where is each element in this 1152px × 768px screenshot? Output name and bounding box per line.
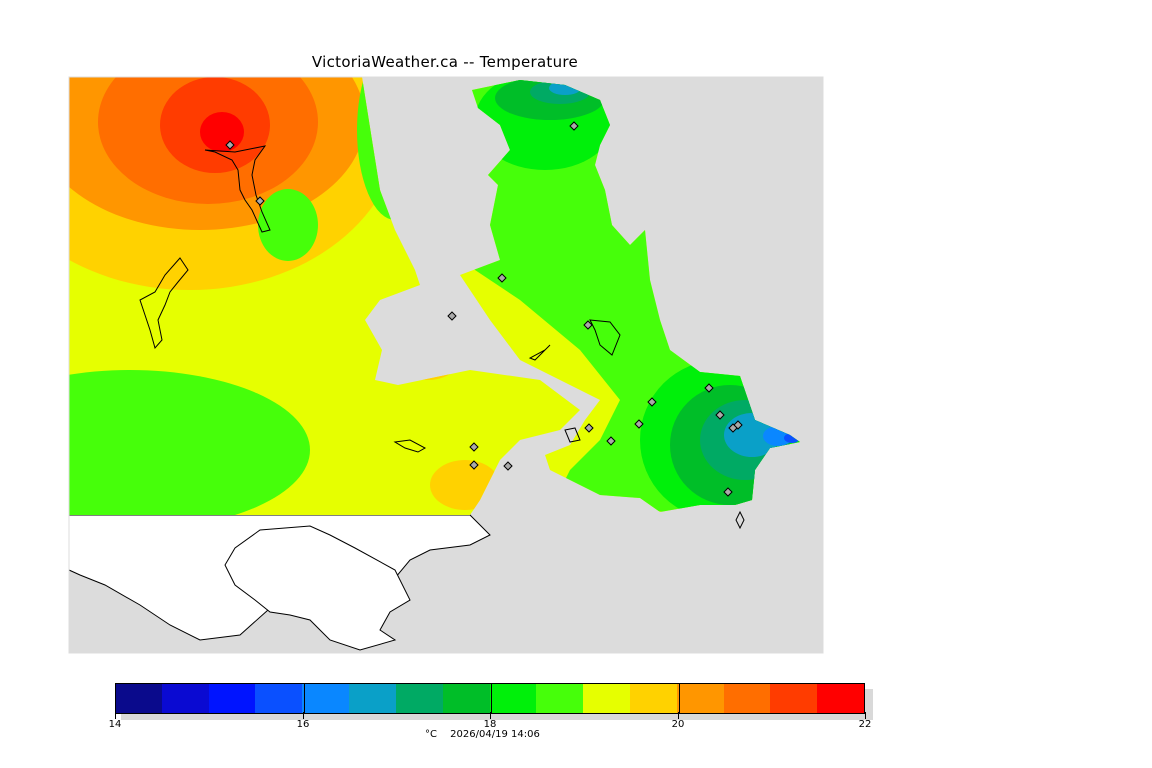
contour-18-5-c [69,370,310,515]
outside-domain-peninsula [224,525,411,651]
colorbar-swatch [349,684,396,713]
colorbar-tick [490,712,491,719]
colorbar-swatch [208,684,256,713]
temperature-map [68,76,824,654]
colorbar-divider [304,684,305,713]
colorbar-tick [865,712,866,719]
colorbar-swatch [770,684,818,713]
station-marker [647,397,657,407]
station-marker [255,196,265,206]
station-marker [469,442,479,452]
station-marker [606,436,616,446]
station-marker [728,423,738,433]
colorbar-tick [115,712,116,719]
station-marker [503,461,513,471]
colorbar-swatch [489,684,537,713]
station-marker [584,423,594,433]
colorbar-swatch [161,684,209,713]
colorbar-swatch [395,684,443,713]
station-marker [497,273,507,283]
station-marker [634,419,644,429]
colorbar-divider [679,684,680,713]
coastlines [139,145,745,530]
station-marker [469,460,479,470]
colorbar-swatch [302,684,350,713]
station-marker [723,487,733,497]
timestamp: 2026/04/19 14:06 [450,729,540,740]
station-marker [704,383,714,393]
colorbar-tick-label: 18 [483,719,497,730]
station-marker [715,410,725,420]
colorbar-swatch [536,684,584,713]
station-marker [569,121,579,131]
colorbar-tick-label: 22 [858,719,872,730]
colorbar-tick-label: 14 [108,719,122,730]
unit-label: °C [425,729,437,740]
colorbar-swatch [629,684,677,713]
colorbar-swatch [676,684,724,713]
colorbar-swatch [583,684,630,713]
station-marker [225,140,235,150]
station-marker [447,311,457,321]
colorbar-tick [303,712,304,719]
station-marker [583,320,593,330]
station-markers [225,121,743,497]
color-legend [115,683,865,714]
map-title: VictoriaWeather.ca -- Temperature [311,53,579,71]
colorbar-swatch [723,684,771,713]
colorbar-swatch [442,684,490,713]
contour-18-5-a [258,189,318,261]
colorbar-swatch [255,684,303,713]
map-frame [68,76,824,654]
contour-21-5 [200,112,244,152]
colorbar-tick-label: 16 [296,719,310,730]
colorbar-swatch [817,684,864,713]
colorbar-divider [491,684,492,713]
colorbar-swatch [116,684,162,713]
colorbar-tick [678,712,679,719]
colorbar-tick-label: 20 [671,719,685,730]
colorbar-caption: °C 2026/04/19 14:06 [425,729,550,740]
